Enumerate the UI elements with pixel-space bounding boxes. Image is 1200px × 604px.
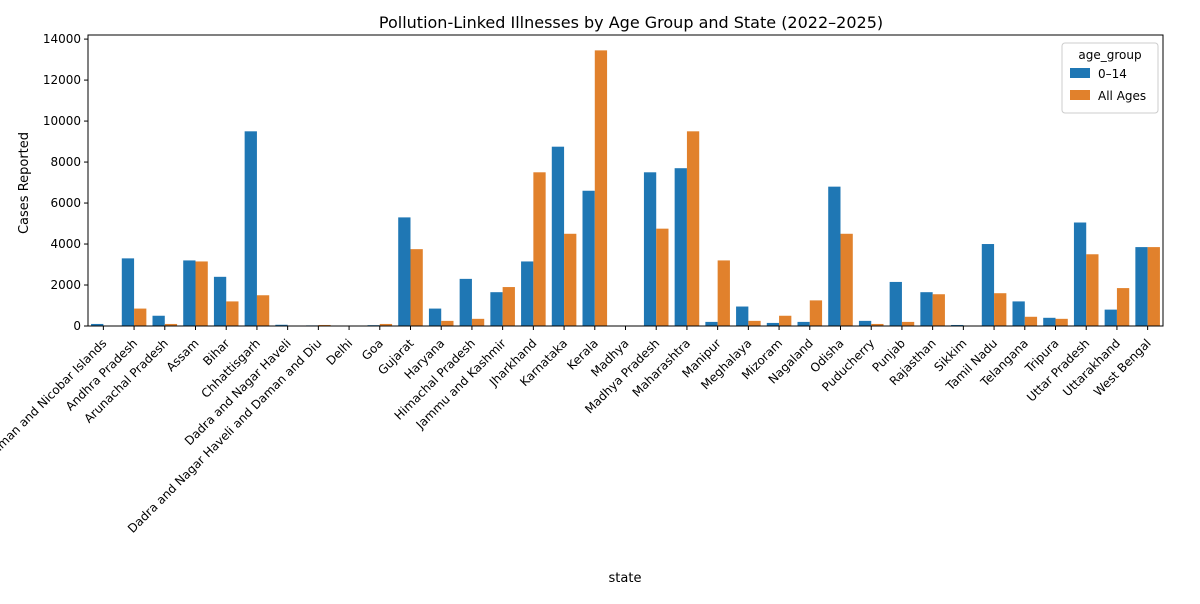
bar-all-ages bbox=[1056, 319, 1068, 326]
bar-all-ages bbox=[257, 295, 269, 326]
chart-title: Pollution-Linked Illnesses by Age Group … bbox=[379, 13, 883, 32]
bar-age-0-14 bbox=[920, 292, 932, 326]
bar-age-0-14 bbox=[1074, 223, 1086, 326]
bar-all-ages bbox=[411, 249, 423, 326]
y-tick-label: 14000 bbox=[43, 32, 81, 46]
legend: age_group 0–14 All Ages bbox=[1062, 43, 1158, 113]
y-tick-label: 0 bbox=[73, 319, 81, 333]
bar-all-ages bbox=[748, 321, 760, 326]
bar-all-ages bbox=[933, 294, 945, 326]
legend-swatch bbox=[1070, 68, 1090, 78]
bar-age-0-14 bbox=[583, 191, 595, 326]
bar-age-0-14 bbox=[890, 282, 902, 326]
bar-age-0-14 bbox=[1135, 247, 1147, 326]
bar-age-0-14 bbox=[552, 147, 564, 326]
bar-all-ages bbox=[687, 131, 699, 326]
bar-all-ages bbox=[902, 322, 914, 326]
y-axis-label: Cases Reported bbox=[17, 132, 32, 234]
bar-age-0-14 bbox=[736, 307, 748, 326]
bar-all-ages bbox=[810, 300, 822, 326]
bar-all-ages bbox=[1025, 317, 1037, 326]
bar-age-0-14 bbox=[644, 172, 656, 326]
bar-age-0-14 bbox=[214, 277, 226, 326]
bar-all-ages bbox=[1117, 288, 1129, 326]
bar-age-0-14 bbox=[429, 309, 441, 326]
y-tick-label: 2000 bbox=[50, 278, 81, 292]
y-tick-label: 10000 bbox=[43, 114, 81, 128]
bar-all-ages bbox=[196, 261, 208, 326]
bar-all-ages bbox=[134, 309, 146, 326]
x-tick-label: Delhi bbox=[323, 336, 355, 368]
bar-all-ages bbox=[779, 316, 791, 326]
bar-age-0-14 bbox=[122, 258, 134, 326]
bar-all-ages bbox=[564, 234, 576, 326]
bar-age-0-14 bbox=[982, 244, 994, 326]
bar-age-0-14 bbox=[398, 217, 410, 326]
bar-all-ages bbox=[1086, 254, 1098, 326]
legend-swatch bbox=[1070, 90, 1090, 100]
y-tick-label: 6000 bbox=[50, 196, 81, 210]
x-tick-label: Assam bbox=[164, 336, 202, 374]
bar-age-0-14 bbox=[183, 260, 195, 326]
legend-title: age_group bbox=[1078, 48, 1141, 62]
bar-age-0-14 bbox=[705, 322, 717, 326]
bar-age-0-14 bbox=[675, 168, 687, 326]
legend-item-label: 0–14 bbox=[1098, 67, 1127, 81]
bar-age-0-14 bbox=[859, 321, 871, 326]
bar-all-ages bbox=[718, 260, 730, 326]
bar-all-ages bbox=[656, 229, 668, 326]
bar-age-0-14 bbox=[1043, 318, 1055, 326]
legend-item-label: All Ages bbox=[1098, 89, 1146, 103]
bar-age-0-14 bbox=[521, 261, 533, 326]
y-tick-label: 12000 bbox=[43, 73, 81, 87]
y-tick-label: 8000 bbox=[50, 155, 81, 169]
bar-age-0-14 bbox=[798, 322, 810, 326]
bar-all-ages bbox=[472, 319, 484, 326]
bar-age-0-14 bbox=[1013, 301, 1025, 326]
bar-all-ages bbox=[841, 234, 853, 326]
bar-age-0-14 bbox=[1105, 310, 1117, 326]
x-tick-label: Goa bbox=[359, 336, 386, 363]
bar-age-0-14 bbox=[245, 131, 257, 326]
bar-age-0-14 bbox=[828, 187, 840, 326]
bars-layer bbox=[91, 50, 1160, 326]
bar-all-ages bbox=[1148, 247, 1160, 326]
bar-all-ages bbox=[503, 287, 515, 326]
x-axis-label: state bbox=[609, 571, 642, 586]
y-tick-label: 4000 bbox=[50, 237, 81, 251]
bar-all-ages bbox=[595, 50, 607, 326]
bar-age-0-14 bbox=[490, 292, 502, 326]
bar-all-ages bbox=[533, 172, 545, 326]
bar-age-0-14 bbox=[153, 316, 165, 326]
bar-age-0-14 bbox=[460, 279, 472, 326]
bar-all-ages bbox=[226, 301, 238, 326]
bar-all-ages bbox=[994, 293, 1006, 326]
bar-all-ages bbox=[441, 321, 453, 326]
